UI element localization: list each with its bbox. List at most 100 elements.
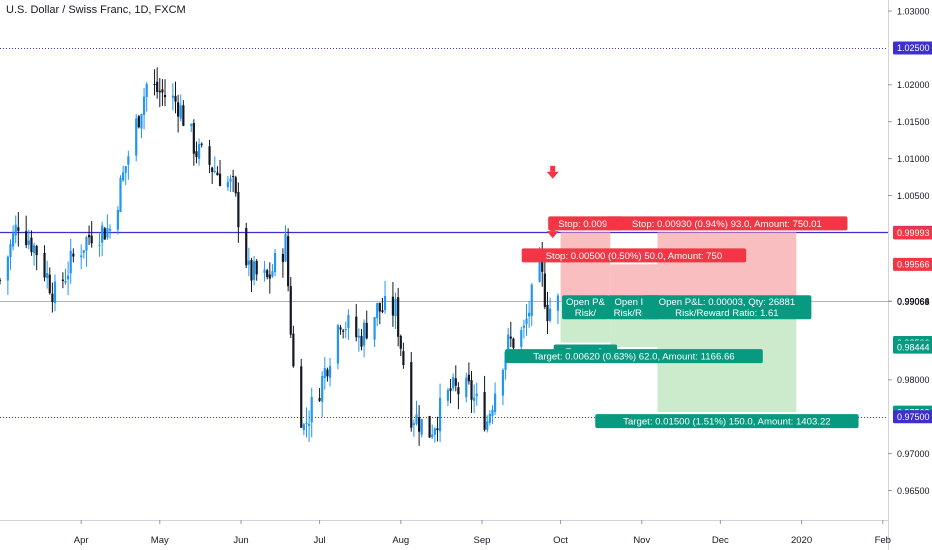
candle xyxy=(25,215,28,249)
candle-body xyxy=(433,428,436,435)
candle xyxy=(305,407,308,438)
candle-body xyxy=(106,228,109,238)
candle-body xyxy=(119,177,122,213)
time-tick-label: Sep xyxy=(474,535,491,546)
candle-body xyxy=(32,245,36,254)
candle xyxy=(292,325,295,368)
pnl-label-line1: Open P& xyxy=(614,297,654,308)
candle-body xyxy=(245,228,248,266)
price-tick-label: 0.98444 xyxy=(897,342,930,352)
candle-body xyxy=(266,270,269,278)
candle xyxy=(9,239,12,270)
candle-body xyxy=(216,172,219,176)
price-axis[interactable]: 1.03000 1.02500 1.02000 1.01500 1.01000 1.005… xyxy=(888,6,932,496)
price-tick-label: 0.99993 xyxy=(897,228,930,238)
candle-body xyxy=(250,260,253,281)
candle-body xyxy=(347,315,350,329)
candle xyxy=(119,175,122,213)
candle-body xyxy=(373,317,376,340)
candle xyxy=(250,257,253,293)
time-tick-label: Jun xyxy=(233,535,248,546)
candle xyxy=(428,415,431,438)
candle-body xyxy=(302,424,305,431)
candle xyxy=(30,230,33,256)
candle xyxy=(211,166,214,185)
candle xyxy=(486,415,489,433)
candle-body xyxy=(271,271,274,277)
price-tick-label: 1.01500 xyxy=(897,117,930,127)
candle xyxy=(365,310,368,340)
candle xyxy=(266,268,269,280)
candle-body xyxy=(357,335,360,338)
candle-body xyxy=(438,397,442,432)
candle xyxy=(522,319,525,339)
candle-body xyxy=(255,260,258,275)
candle-body xyxy=(82,250,85,253)
stop-label: Stop: 0.0093 xyxy=(548,216,623,231)
candle-body xyxy=(512,338,515,348)
candle-body xyxy=(85,237,88,251)
target-label-bg xyxy=(595,414,859,429)
target-label-text: Target: 0.01500 (1.51%) 150.0, Amount: 1… xyxy=(623,417,830,428)
candle xyxy=(200,142,203,148)
candle xyxy=(127,150,130,180)
price-badge xyxy=(893,226,932,240)
candle-body xyxy=(174,95,177,102)
candle xyxy=(391,282,395,327)
candle xyxy=(501,368,505,406)
candle xyxy=(46,260,49,289)
candle-body xyxy=(344,329,347,331)
candle xyxy=(69,238,72,284)
price-tick-label: 0.97500 xyxy=(897,412,930,422)
price-tick-label: 1.00500 xyxy=(897,191,930,201)
candle-body xyxy=(0,279,2,281)
candle xyxy=(179,94,182,122)
candle-body xyxy=(25,231,28,246)
time-axis[interactable]: Apr May Jun Jul Aug Sep Oct Nov Dec 2020 Feb xyxy=(74,520,891,546)
candle-body xyxy=(98,244,101,246)
candle xyxy=(153,69,156,96)
candle-body xyxy=(449,388,452,391)
candle xyxy=(90,221,93,248)
candle-body xyxy=(383,296,387,311)
candle xyxy=(431,424,434,440)
candle-body xyxy=(360,335,363,347)
candle-body xyxy=(30,237,33,253)
candle xyxy=(302,422,305,436)
candle-body xyxy=(412,423,415,426)
stop-label-text: Stop: 0.00500 (0.50%) 50.0, Amount: 750 xyxy=(546,251,723,262)
candle xyxy=(381,297,384,314)
candle xyxy=(336,323,340,370)
candle-body xyxy=(483,391,486,430)
stop-zone xyxy=(610,264,658,302)
candle xyxy=(436,416,439,442)
candle-body xyxy=(101,225,104,243)
price-tick-label: 1.03000 xyxy=(897,6,930,16)
candle xyxy=(263,261,266,282)
candle xyxy=(192,119,195,166)
candle-body xyxy=(226,181,229,188)
candle xyxy=(548,297,552,323)
candle-body xyxy=(64,280,67,283)
candle-body xyxy=(14,224,17,236)
candle-body xyxy=(355,316,358,338)
pnl-label-bg xyxy=(562,295,609,320)
candle xyxy=(67,261,70,296)
candle-body xyxy=(475,393,478,397)
candle xyxy=(347,309,350,341)
pnl-label: Open P&L: 0.00003, Qty: 26881Risk/Reward… xyxy=(642,295,812,320)
candle xyxy=(137,114,140,129)
candle xyxy=(142,87,146,130)
candle-body xyxy=(339,327,342,330)
time-tick-label: Apr xyxy=(74,535,89,546)
price-badge xyxy=(893,340,932,354)
candle-body xyxy=(179,105,182,119)
candle-body xyxy=(336,325,340,364)
candle-body xyxy=(208,146,211,165)
candle xyxy=(108,224,112,239)
pnl-label-bg xyxy=(642,295,812,320)
candle xyxy=(72,248,75,263)
candle xyxy=(328,358,332,387)
candle xyxy=(491,405,494,424)
